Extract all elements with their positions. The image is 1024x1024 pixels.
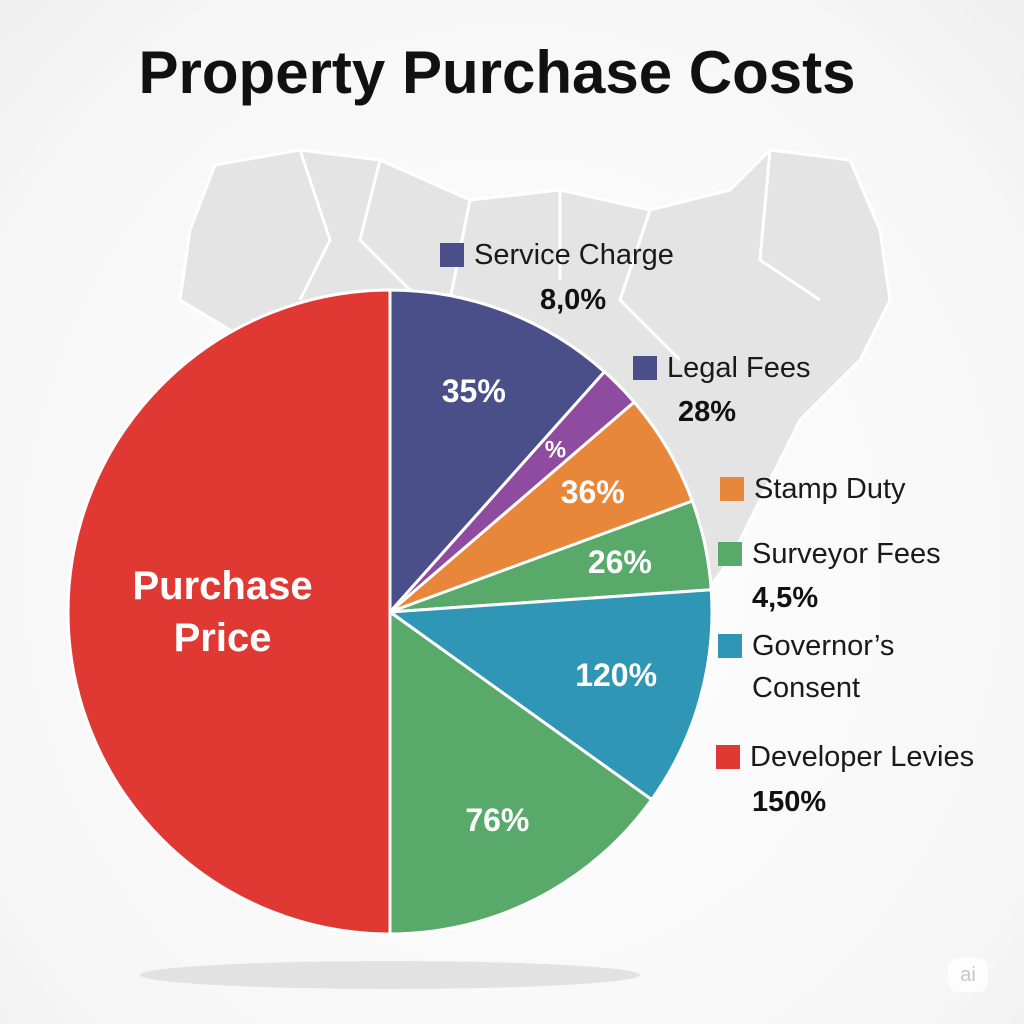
slice-label: 76% [465, 802, 530, 839]
legend-swatch [440, 243, 464, 267]
legend-value: 150% [752, 786, 827, 818]
watermark: ai [948, 958, 988, 992]
slice-label: Purchase Price [132, 564, 313, 660]
legend-swatch [716, 745, 740, 769]
legend-label: Governor’s Consent [752, 630, 895, 705]
legend-swatch [633, 356, 657, 380]
slice-label: % [544, 436, 567, 464]
slice-label: 26% [587, 544, 652, 581]
legend-label: Surveyor Fees [752, 538, 941, 570]
legend-label: Stamp Duty [754, 473, 906, 505]
legend-value: 4,5% [752, 582, 819, 614]
slice-label: 120% [575, 657, 658, 694]
shadow [140, 961, 640, 989]
pie-slice [66, 288, 392, 936]
pie-slice [385, 588, 714, 802]
legend-label: Developer Levies [750, 741, 975, 773]
legend-value: 8,0% [540, 284, 607, 316]
slice-label: 35% [441, 373, 506, 410]
legend-swatch [720, 477, 744, 501]
pie-slice [388, 609, 654, 936]
legend-swatch [718, 542, 742, 566]
legend-label: Service Charge [474, 239, 674, 271]
legend-value: 28% [678, 396, 737, 428]
pie-slice [388, 288, 607, 616]
legend-swatch [718, 634, 742, 658]
slice-label: 36% [560, 474, 625, 511]
chart-title: Property Purchase Costs [138, 39, 856, 106]
legend-label: Legal Fees [667, 352, 811, 384]
